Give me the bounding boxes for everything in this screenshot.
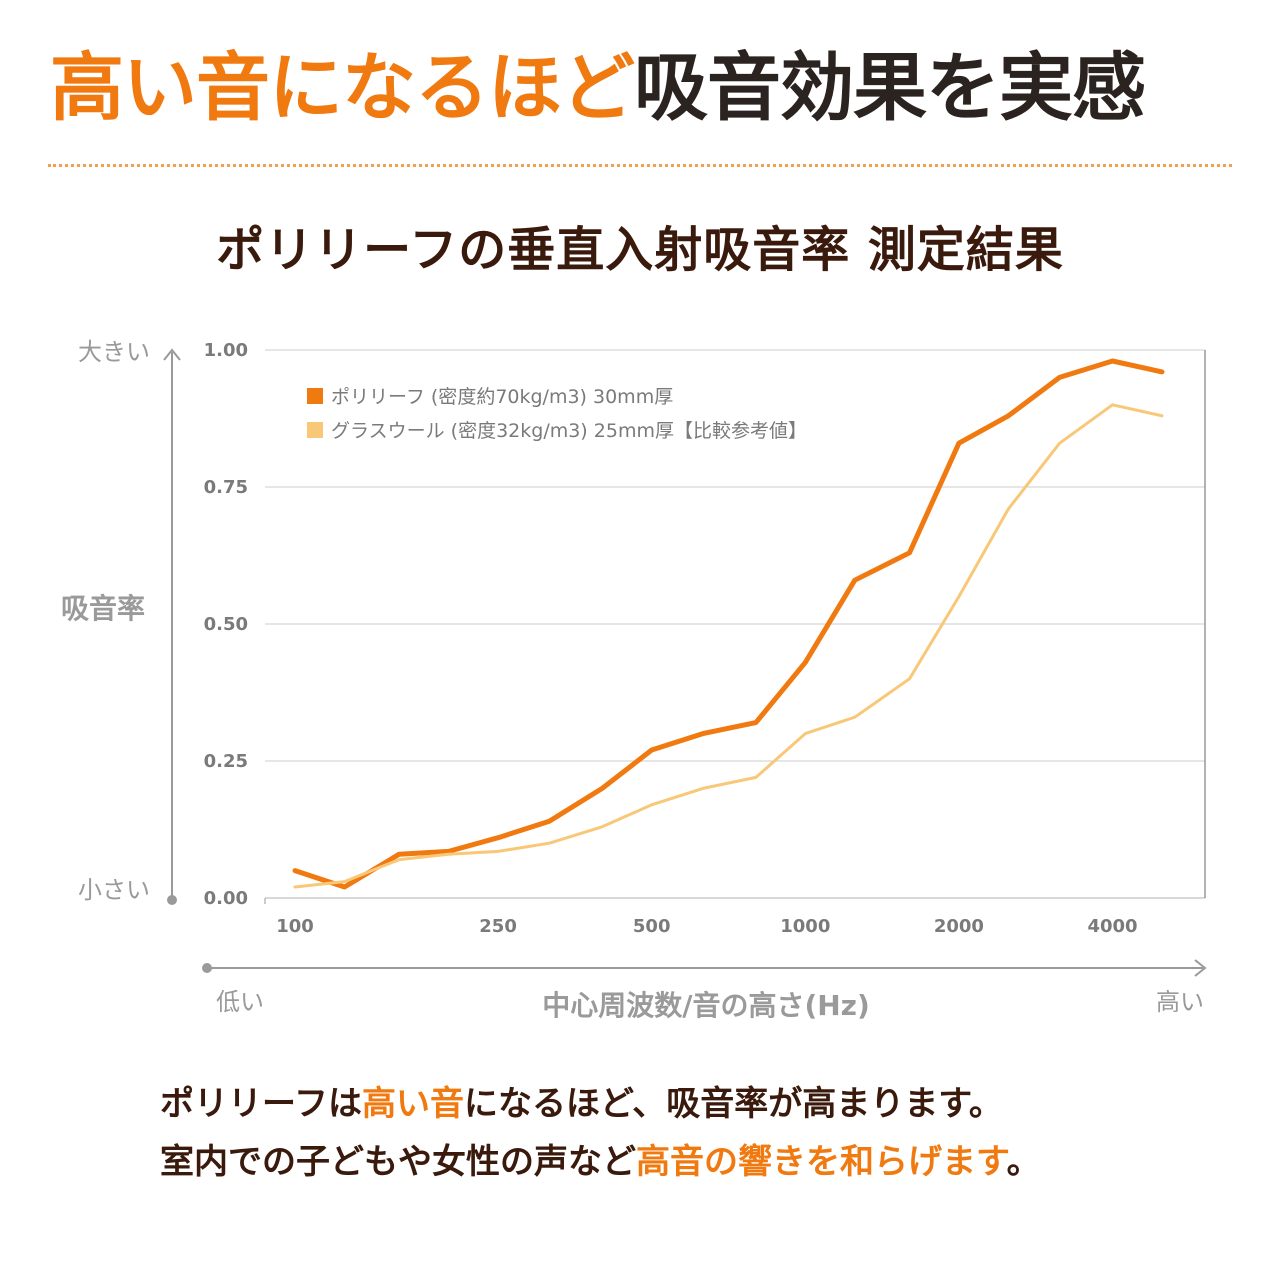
y-low-label: 小さい [78, 876, 150, 904]
x-tick-5: 4000 [1087, 916, 1137, 937]
y-tick-2: 0.50 [204, 614, 248, 635]
headline: 高い音になるほど吸音効果を実感 [50, 45, 1146, 131]
x-axis-origin-dot [202, 963, 212, 973]
caption-line-2: 室内での子どもや女性の声など高音の響きを和らげます。 [160, 1142, 1260, 1183]
caption-2a: 室内での子どもや女性の声など [160, 1142, 636, 1182]
legend-label-2: グラスウール (密度32kg/m3) 25mm厚【比較参考値】 [331, 420, 807, 442]
caption-1a: ポリリーフは [160, 1084, 362, 1124]
x-high-label: 高い [1156, 988, 1204, 1016]
x-tick-0: 100 [276, 916, 314, 937]
caption-1b: 高い音 [361, 1084, 464, 1124]
series-line-2 [293, 403, 1164, 889]
headline-highlight: 高い音になるほど [50, 45, 635, 131]
legend-swatch-2 [307, 422, 323, 438]
y-tick-3: 0.75 [204, 477, 248, 498]
x-tick-3: 1000 [780, 916, 830, 937]
chart-series [292, 358, 1165, 890]
legend-swatch-1 [307, 388, 323, 404]
chart-title: ポリリーフの垂直入射吸音率 測定結果 [216, 222, 1064, 278]
headline-main: 吸音効果を実感 [634, 45, 1146, 131]
series-line-1 [292, 358, 1165, 890]
x-axis-label: 中心周波数/音の高さ(Hz) [542, 989, 870, 1022]
caption-2c: 。 [1006, 1142, 1041, 1182]
caption-2b: 高音の響きを和らげます [636, 1142, 1007, 1182]
chart-axes: 0.00 0.25 0.50 0.75 1.00 100 250 500 1000 2000 400… [61, 338, 1207, 1022]
dotted-divider [48, 164, 1232, 167]
absorption-chart: 0.00 0.25 0.50 0.75 1.00 100 250 500 1000 2000 400… [61, 338, 1207, 1022]
chart-grid [264, 349, 1206, 904]
x-axis-arrowhead [1194, 959, 1207, 977]
y-axis-arrowhead [163, 348, 181, 361]
y-tick-0: 0.00 [204, 888, 248, 909]
x-tick-1: 250 [479, 916, 517, 937]
legend-label-1: ポリリーフ (密度約70kg/m3) 30mm厚 [331, 386, 673, 408]
y-axis-origin-dot [167, 895, 177, 905]
caption-1c: になるほど、吸音率が高まります。 [463, 1084, 1003, 1124]
y-high-label: 大きい [78, 338, 150, 366]
x-low-label: 低い [216, 988, 264, 1016]
x-tick-4: 2000 [934, 916, 984, 937]
y-tick-4: 1.00 [204, 340, 248, 361]
caption-line-1: ポリリーフは高い音になるほど、吸音率が高まります。 [160, 1084, 1260, 1125]
y-tick-1: 0.25 [204, 751, 248, 772]
x-tick-2: 500 [633, 916, 671, 937]
y-axis-label: 吸音率 [61, 592, 145, 625]
